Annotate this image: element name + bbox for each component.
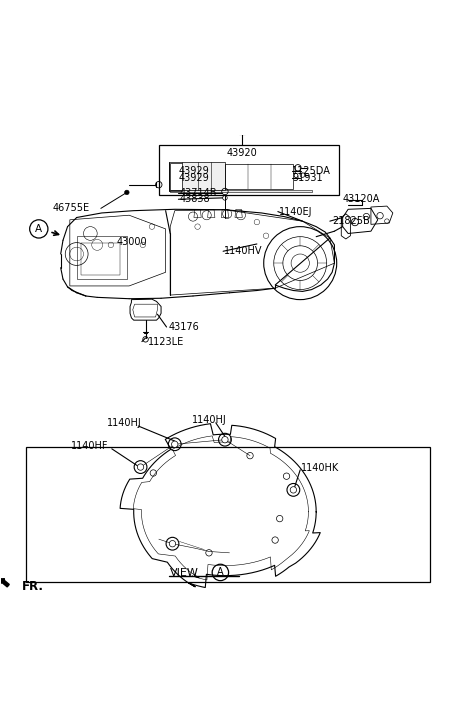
Text: 43929: 43929 [179, 166, 209, 177]
Text: 43176: 43176 [169, 321, 200, 332]
Text: 43929: 43929 [179, 173, 209, 182]
Text: 21825B: 21825B [333, 216, 370, 226]
Polygon shape [182, 162, 225, 190]
Circle shape [172, 441, 178, 447]
Text: 91931: 91931 [292, 173, 323, 182]
Text: 43714B: 43714B [179, 188, 217, 198]
Text: 43920: 43920 [226, 148, 257, 158]
Text: 1140HF: 1140HF [71, 441, 108, 451]
Bar [81, 243, 120, 276]
Text: 1125DA: 1125DA [292, 166, 331, 177]
Text: 1140EJ: 1140EJ [279, 206, 312, 217]
Text: 1140HJ: 1140HJ [107, 418, 142, 427]
Text: 43120A: 43120A [342, 194, 380, 204]
Text: A: A [217, 568, 224, 577]
Text: 43000: 43000 [117, 237, 147, 247]
Polygon shape [170, 190, 312, 191]
Circle shape [124, 190, 129, 195]
Text: 1140HK: 1140HK [301, 463, 339, 473]
Text: VIEW: VIEW [169, 569, 198, 579]
Text: 1140HJ: 1140HJ [191, 414, 226, 425]
Text: FR.: FR. [22, 579, 44, 593]
Circle shape [137, 464, 144, 470]
Circle shape [290, 486, 297, 493]
Bar [77, 236, 127, 279]
Bar [159, 145, 339, 195]
Circle shape [169, 540, 176, 547]
Text: 43838: 43838 [179, 194, 210, 204]
Text: 46755E: 46755E [53, 204, 90, 214]
Text: 1140HV: 1140HV [224, 246, 263, 257]
Text: 1123LE: 1123LE [148, 337, 185, 347]
Bar [27, 447, 430, 582]
Circle shape [222, 436, 228, 443]
Text: A: A [35, 224, 42, 234]
FancyArrow shape [0, 579, 9, 587]
